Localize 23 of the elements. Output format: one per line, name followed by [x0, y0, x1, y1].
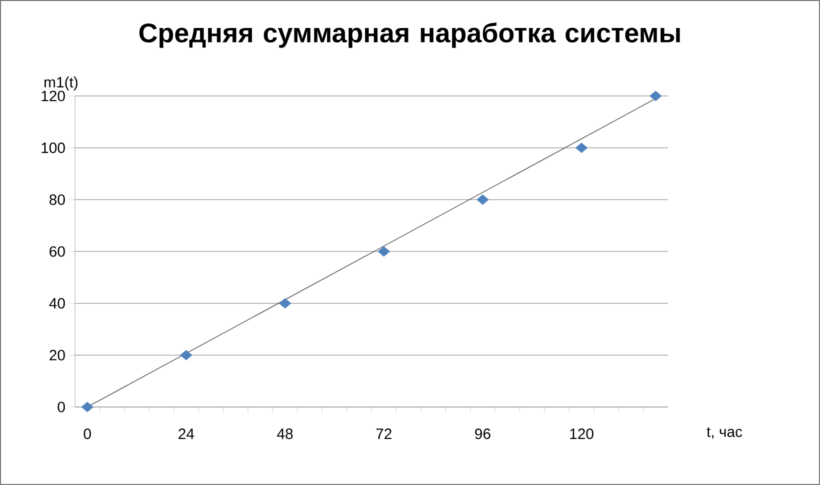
x-tick-label: 48 — [277, 428, 293, 440]
x-tick-label: 0 — [84, 428, 91, 440]
point — [378, 246, 390, 257]
point — [575, 142, 588, 153]
y-tick-label: 20 — [50, 350, 65, 360]
y-tick-label: 0 — [58, 402, 65, 412]
point — [278, 298, 292, 308]
x-tick-label: 24 — [178, 428, 194, 439]
point — [649, 90, 662, 102]
y-tick-label: 40 — [49, 298, 65, 309]
y-tick-label: 100 — [42, 142, 65, 154]
point — [180, 350, 192, 360]
x-tick-label: 120 — [570, 428, 594, 440]
point — [81, 402, 94, 412]
y-tick-label: 60 — [50, 246, 65, 257]
x-tick-label: 96 — [475, 428, 490, 440]
x-tick-label: 72 — [376, 428, 392, 439]
chart-title: Средняя суммарная наработка системы — [139, 22, 680, 48]
y-axis-title: m1(t) — [44, 76, 78, 90]
x-axis-title: t, час — [706, 427, 742, 439]
y-tick-label: 120 — [42, 90, 65, 102]
point — [476, 194, 489, 205]
y-tick-label: 80 — [50, 194, 65, 205]
